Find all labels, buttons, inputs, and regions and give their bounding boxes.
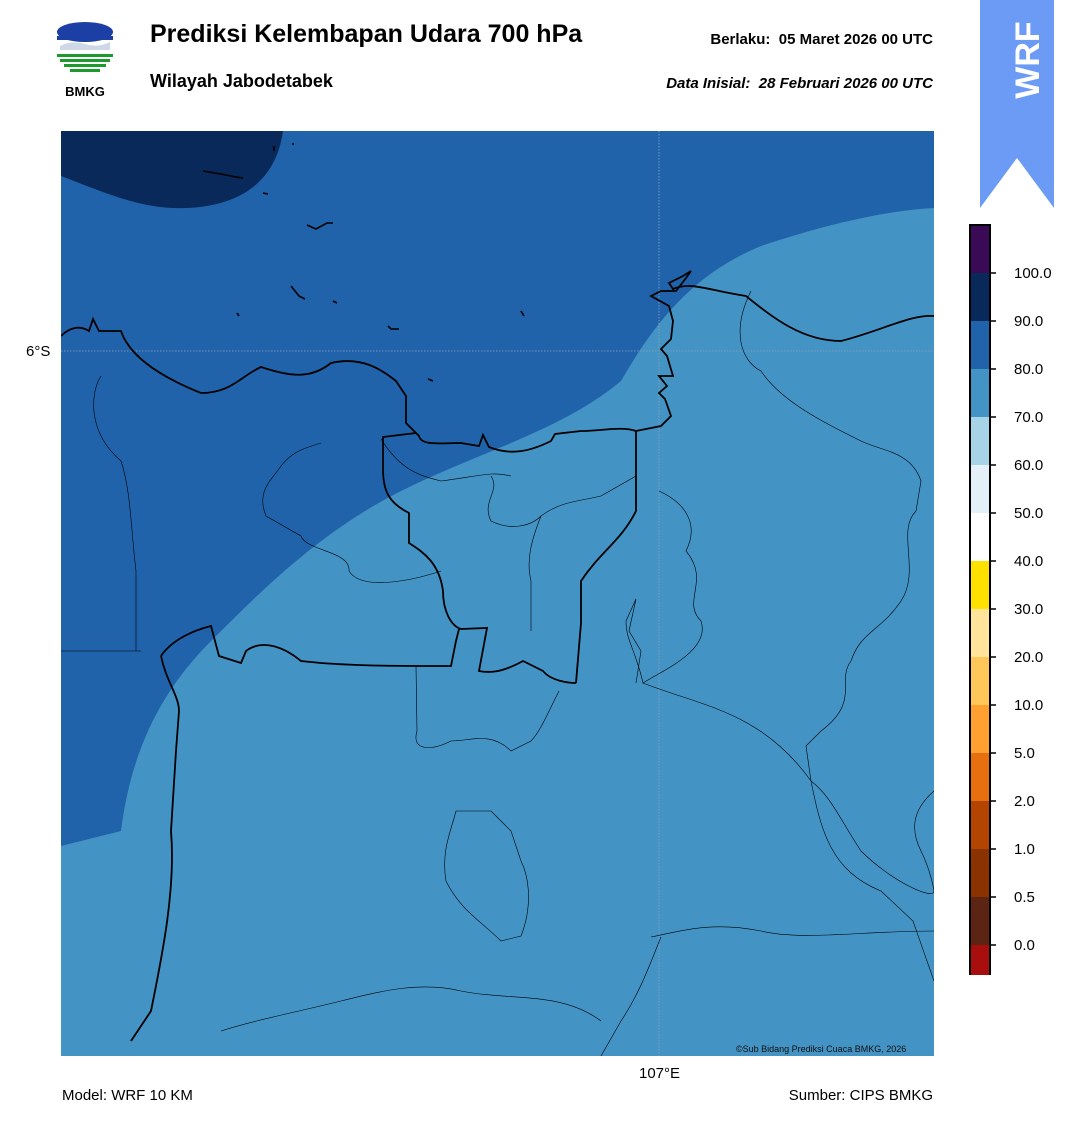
colorbar-segment (970, 225, 990, 273)
latitude-label: 6°S (26, 343, 50, 360)
valid-label: Berlaku: (710, 31, 770, 48)
colorbar-tick-label: 80.0 (1014, 361, 1043, 378)
colorbar-segment (970, 369, 990, 417)
colorbar-segment (970, 513, 990, 561)
colorbar-segment (970, 609, 990, 657)
map-credit: ©Sub Bidang Prediksi Cuaca BMKG, 2026 (736, 1044, 906, 1054)
colorbar-segment (970, 417, 990, 465)
colorbar-segment (970, 561, 990, 609)
colorbar-tick-label: 60.0 (1014, 457, 1043, 474)
colorbar-segment (970, 657, 990, 705)
colorbar-tick-label: 100.0 (1014, 265, 1052, 282)
wrf-badge: WRF (980, 0, 1054, 210)
colorbar-tick-label: 2.0 (1014, 793, 1035, 810)
colorbar-tick-label: 20.0 (1014, 649, 1043, 666)
colorbar-tick-label: 0.0 (1014, 937, 1035, 954)
source-label: Sumber: CIPS BMKG (789, 1087, 933, 1104)
valid-value: 05 Maret 2026 00 UTC (779, 31, 933, 48)
colorbar-tick-label: 0.5 (1014, 889, 1035, 906)
init-time: Data Inisial: 28 Februari 2026 00 UTC (666, 75, 933, 92)
colorbar-segment (970, 945, 990, 975)
colorbar-segment (970, 849, 990, 897)
colorbar-segment (970, 753, 990, 801)
colorbar-segment (970, 897, 990, 945)
humidity-map (61, 131, 934, 1056)
colorbar-segment (970, 801, 990, 849)
colorbar-tick-label: 30.0 (1014, 601, 1043, 618)
wrf-badge-text: WRF (1009, 21, 1047, 98)
colorbar-segment (970, 273, 990, 321)
logo-text: BMKG (65, 84, 105, 99)
colorbar-segment (970, 321, 990, 369)
page-title: Prediksi Kelembapan Udara 700 hPa (150, 20, 582, 49)
bmkg-logo: BMKG (52, 20, 118, 102)
colorbar-tick-label: 50.0 (1014, 505, 1043, 522)
colorbar-tick-label: 1.0 (1014, 841, 1035, 858)
colorbar-tick-label: 40.0 (1014, 553, 1043, 570)
init-value: 28 Februari 2026 00 UTC (759, 75, 933, 92)
init-label: Data Inisial: (666, 75, 750, 92)
page-subtitle: Wilayah Jabodetabek (150, 71, 333, 92)
colorbar-tick-label: 90.0 (1014, 313, 1043, 330)
colorbar-tick-label: 70.0 (1014, 409, 1043, 426)
colorbar-segment (970, 465, 990, 513)
bmkg-emblem-icon: BMKG (52, 20, 118, 102)
valid-time: Berlaku: 05 Maret 2026 00 UTC (710, 31, 933, 48)
colorbar-tick-label: 5.0 (1014, 745, 1035, 762)
colorbar-tick-label: 10.0 (1014, 697, 1043, 714)
colorbar-segment (970, 705, 990, 753)
longitude-label: 107°E (639, 1065, 680, 1082)
model-label: Model: WRF 10 KM (62, 1087, 193, 1104)
humidity-colorbar: 100.0 90.0 80.0 70.0 60.0 50.0 40.0 30.0 20.0 10.… (960, 215, 1081, 975)
